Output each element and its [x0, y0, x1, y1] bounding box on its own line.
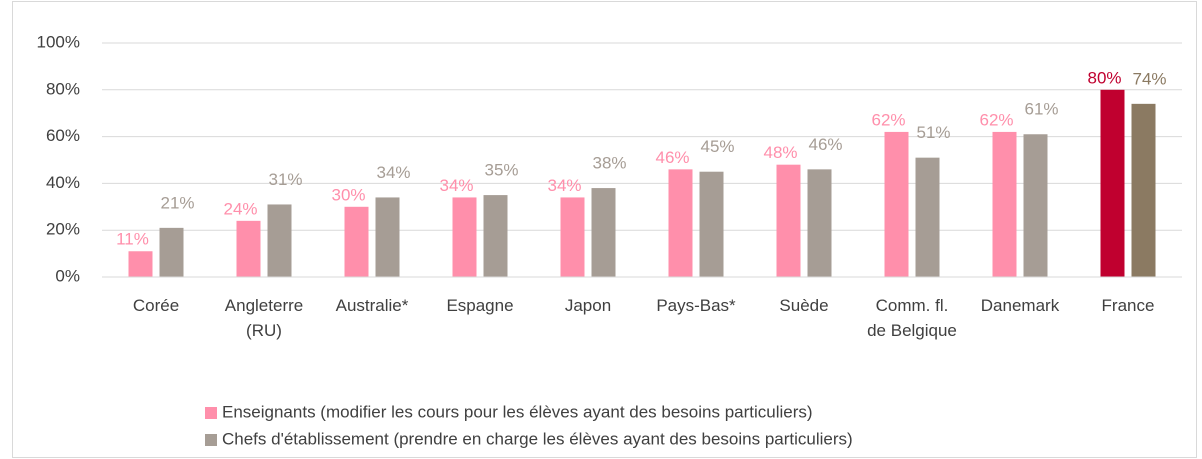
x-tick-label: Angleterre (RU)	[224, 296, 304, 340]
value-label: 48%	[763, 143, 797, 162]
x-tick-label: France	[1101, 296, 1155, 315]
bar	[1023, 134, 1048, 277]
x-tick-label: Australie*	[335, 296, 409, 315]
value-label: 21%	[160, 193, 194, 212]
x-tick-label: Espagne	[446, 296, 514, 315]
legend-label: Enseignants (modifier les cours pour les…	[222, 402, 813, 421]
bar	[128, 251, 153, 277]
bar	[344, 206, 369, 277]
value-label: 11%	[116, 230, 149, 249]
bar	[375, 197, 400, 277]
value-label: 46%	[655, 148, 689, 167]
bar	[699, 171, 724, 277]
bar	[992, 131, 1017, 277]
value-label: 34%	[547, 176, 581, 195]
bar	[452, 197, 477, 277]
x-tick-label: Danemark	[980, 296, 1060, 315]
value-label: 31%	[268, 170, 302, 189]
value-label: 46%	[808, 135, 842, 154]
value-label: 38%	[592, 154, 626, 173]
x-tick-label: Comm. fl. de Belgique	[867, 296, 957, 340]
value-label: 30%	[331, 185, 365, 204]
bar	[668, 169, 693, 277]
value-label: 61%	[1024, 100, 1058, 119]
chart-frame	[12, 1, 1197, 458]
bar	[159, 227, 184, 277]
value-label: 80%	[1087, 68, 1121, 87]
bar	[807, 169, 832, 277]
y-tick-label: 80%	[46, 79, 80, 98]
bar	[267, 204, 292, 277]
bar	[1131, 103, 1156, 277]
value-label: 62%	[871, 110, 905, 129]
value-label: 24%	[223, 199, 257, 218]
bar	[776, 164, 801, 277]
y-tick-label: 60%	[46, 126, 80, 145]
x-tick-label: Pays-Bas*	[656, 296, 736, 315]
legend-swatch	[205, 407, 217, 419]
x-tick-label: Suède	[779, 296, 829, 315]
bar	[483, 195, 508, 277]
value-label: 45%	[700, 137, 734, 156]
x-tick-label: Corée	[132, 296, 180, 315]
value-label: 62%	[979, 110, 1013, 129]
bar	[884, 131, 909, 277]
value-label: 34%	[439, 176, 473, 195]
legend-swatch	[205, 434, 217, 446]
value-label: 74%	[1132, 69, 1166, 88]
bar	[915, 157, 940, 277]
y-tick-label: 0%	[55, 266, 80, 285]
bar	[236, 220, 261, 277]
value-label: 34%	[376, 163, 410, 182]
y-tick-label: 100%	[37, 32, 80, 51]
y-tick-label: 20%	[46, 220, 80, 239]
bar	[560, 197, 585, 277]
bar	[591, 188, 616, 277]
value-label: 51%	[916, 123, 950, 142]
x-tick-label: Japon	[564, 296, 612, 315]
value-label: 35%	[484, 161, 518, 180]
legend-label: Chefs d'établissement (prendre en charge…	[222, 429, 853, 448]
bar	[1100, 89, 1125, 277]
y-tick-label: 40%	[46, 173, 80, 192]
